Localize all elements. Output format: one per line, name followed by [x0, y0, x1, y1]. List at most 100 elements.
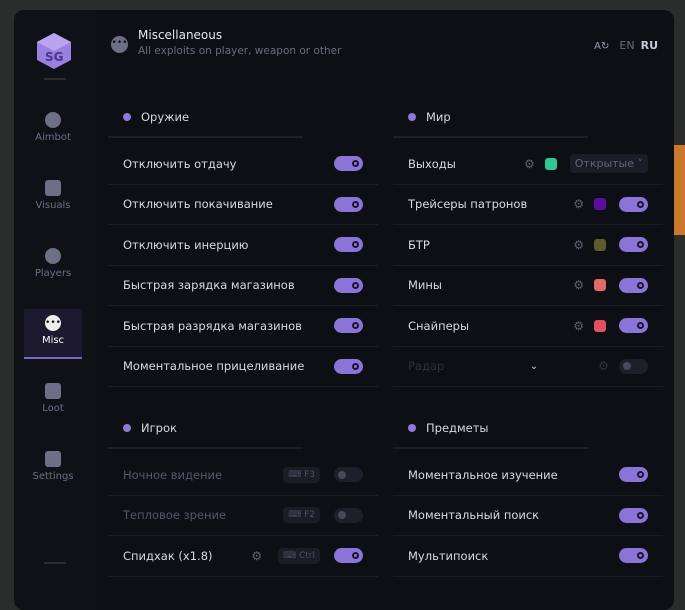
gear-icon[interactable]: ⚙	[523, 156, 535, 171]
toggle[interactable]	[619, 196, 648, 212]
list-item: БТР ⚙	[393, 225, 663, 266]
toggle[interactable]	[619, 467, 648, 483]
key-label: Ctrl	[298, 550, 315, 561]
toggle[interactable]	[334, 318, 363, 334]
color-swatch[interactable]	[594, 279, 606, 292]
color-swatch[interactable]	[594, 319, 606, 332]
toggle[interactable]	[334, 507, 363, 523]
nav-label: Settings	[32, 471, 74, 482]
gear-icon[interactable]: ⚙	[573, 237, 584, 252]
lang-ru[interactable]: RU	[640, 39, 658, 52]
sidebar-divider	[44, 78, 66, 80]
sidebar-item-misc[interactable]: ••• Misc	[24, 309, 82, 359]
row-label: Моментальный поиск	[408, 508, 540, 523]
list-item: Радар ⌄ ⚙	[393, 347, 663, 387]
briefcase-icon	[45, 383, 61, 399]
row-label: Быстрая зарядка магазинов	[123, 278, 295, 293]
row-label: Выходы	[408, 156, 456, 171]
gear-icon[interactable]: ⚙	[573, 278, 584, 293]
row-label: Снайперы	[408, 318, 470, 333]
ghost-icon	[408, 424, 416, 432]
page-title: Miscellaneous	[138, 28, 223, 42]
row-label: Быстрая разрядка магазинов	[123, 318, 302, 333]
section-title: Мир	[426, 110, 451, 124]
list-item: Мультипоиск	[393, 536, 663, 577]
gear-icon[interactable]: ⚙	[573, 197, 584, 212]
gear-icon	[123, 424, 131, 432]
toggle[interactable]	[334, 467, 363, 483]
list-item: Спидхак (x1.8) ⚙ ⌨ Ctrl	[108, 536, 378, 577]
keybind-button[interactable]: ⌨ F2	[283, 507, 320, 524]
sidebar-item-loot[interactable]: Loot	[24, 377, 82, 427]
toggle[interactable]	[619, 237, 648, 253]
list-item: Отключить покачивание	[108, 185, 378, 225]
list-item: Выходы ⚙ Открытые ˅	[393, 144, 663, 185]
chevron-down-icon[interactable]: ⌄	[529, 360, 539, 372]
vr-headset-icon	[45, 180, 61, 196]
translate-icon: A↻	[594, 41, 610, 52]
app-window: SG Aimbot Visuals Players ••• Misc Loot S…	[14, 10, 674, 610]
section-world: Мир Выходы ⚙ Открытые ˅ Трейсеры патронов ⚙…	[393, 98, 663, 387]
list-item: Трейсеры патронов ⚙	[393, 185, 663, 225]
lang-en[interactable]: EN	[619, 39, 635, 52]
row-label: Тепловое зрение	[123, 508, 227, 523]
section-title: Игрок	[141, 421, 177, 435]
list-item: Моментальное прицеливание	[108, 347, 378, 387]
toggle[interactable]	[619, 548, 648, 564]
page-subtitle: All exploits on player, weapon or other	[138, 45, 342, 57]
toggle[interactable]	[334, 156, 363, 172]
row-label: Ночное видение	[123, 467, 223, 482]
row-label: Моментальное изучение	[408, 467, 558, 482]
list-item: Ночное видение ⌨ F3	[108, 455, 378, 496]
toggle[interactable]	[619, 507, 648, 523]
sidebar-item-players[interactable]: Players	[24, 242, 82, 292]
row-label: Радар	[408, 359, 445, 374]
sidebar-item-visuals[interactable]: Visuals	[24, 174, 82, 224]
toggle[interactable]	[334, 548, 363, 564]
sidebar-item-aimbot[interactable]: Aimbot	[24, 106, 82, 156]
row-label: Отключить покачивание	[123, 197, 273, 212]
svg-text:SG: SG	[45, 50, 64, 64]
row-label: Моментальное прицеливание	[123, 359, 305, 374]
toggle[interactable]	[619, 318, 648, 334]
section-items: Предметы Моментальное изучение Моменталь…	[393, 409, 663, 577]
row-label: Отключить отдачу	[123, 156, 237, 171]
gear-icon[interactable]: ⚙	[598, 359, 609, 374]
ghost-icon	[408, 113, 416, 121]
gear-icon[interactable]: ⚙	[573, 318, 584, 333]
color-swatch[interactable]	[544, 157, 557, 170]
keybind-button[interactable]: ⌨ Ctrl	[278, 547, 320, 564]
nav-label: Visuals	[35, 200, 71, 211]
language-switcher: A↻ EN RU	[594, 39, 658, 52]
logo-icon: SG	[37, 33, 71, 69]
row-label: Трейсеры патронов	[408, 197, 528, 212]
keybind-button[interactable]: ⌨ F3	[283, 466, 320, 483]
toggle[interactable]	[619, 358, 648, 374]
toggle[interactable]	[619, 277, 648, 293]
nav-label: Aimbot	[35, 132, 71, 143]
nav-label: Misc	[41, 335, 65, 346]
color-swatch[interactable]	[594, 238, 606, 251]
row-label: Отключить инерцию	[123, 237, 249, 252]
list-item: Моментальное изучение	[393, 455, 663, 496]
toggle[interactable]	[334, 277, 363, 293]
users-icon	[45, 248, 61, 264]
list-item: Быстрая зарядка магазинов	[108, 266, 378, 306]
select-value: Открытые	[574, 157, 634, 171]
color-swatch[interactable]	[594, 198, 606, 211]
row-label: БТР	[408, 237, 430, 252]
sidebar-divider	[44, 562, 66, 564]
row-label: Спидхак (x1.8)	[123, 548, 213, 563]
row-label: Мины	[408, 278, 442, 293]
list-item: Отключить инерцию	[108, 225, 378, 266]
row-label: Мультипоиск	[408, 548, 489, 563]
nav-label: Loot	[42, 403, 64, 414]
dots-icon: •••	[45, 315, 61, 331]
toggle[interactable]	[334, 196, 363, 212]
toggle[interactable]	[334, 358, 363, 374]
exits-select[interactable]: Открытые ˅	[569, 154, 648, 174]
dots-icon: •••	[111, 36, 128, 53]
toggle[interactable]	[334, 237, 363, 253]
gear-icon[interactable]: ⚙	[251, 548, 263, 563]
sidebar-item-settings[interactable]: Settings	[24, 445, 82, 495]
